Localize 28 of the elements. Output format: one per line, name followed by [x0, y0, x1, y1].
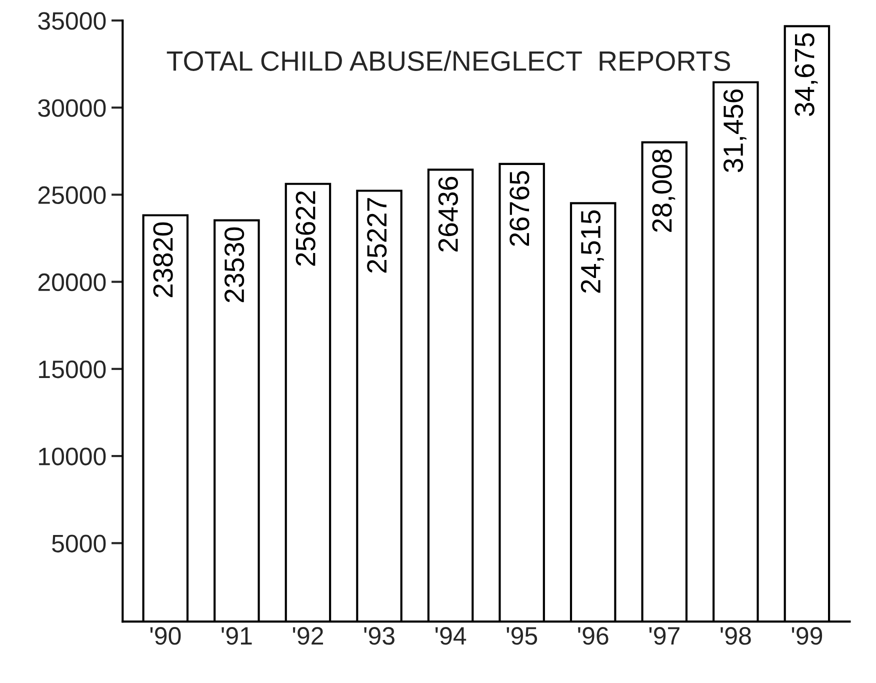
x-tick-label: '94 — [436, 627, 466, 645]
y-tick-label: 25000 — [38, 186, 106, 204]
text: TOTAL CHILD ABUSE/NEGLECT REPORTS — [166, 50, 730, 71]
x-tick-label: '92 — [292, 627, 324, 645]
data-label: 26436 — [438, 176, 458, 252]
x-tick-label: '90 — [150, 627, 181, 645]
x-tick-label: '96 — [578, 627, 608, 645]
data-label: 23530 — [224, 227, 244, 302]
x-tick-label: '99 — [792, 627, 822, 645]
x-tick-label: '93 — [364, 627, 394, 645]
y-tick-label: 5000 — [52, 534, 106, 552]
data-label: 25227 — [367, 198, 387, 273]
y-tick-label: 20000 — [38, 273, 106, 292]
x-tick-label: '98 — [720, 627, 751, 645]
x-tick-label: '91 — [222, 627, 252, 645]
x-tick-label: '97 — [649, 627, 680, 645]
data-label: 24,515 — [580, 210, 604, 293]
data-label: 26765 — [510, 171, 530, 246]
y-tick-label: 15000 — [39, 360, 106, 378]
y-tick-label: 35000 — [38, 12, 106, 30]
data-label: 34,675 — [794, 33, 818, 116]
y-tick-label: 10000 — [39, 448, 106, 466]
data-label: 28,008 — [652, 150, 676, 232]
data-label: 25622 — [296, 191, 316, 266]
data-label: 23820 — [153, 222, 173, 298]
y-tick-label: 30000 — [38, 99, 106, 117]
data-label: 31,456 — [723, 89, 746, 172]
x-tick-label: '95 — [506, 627, 538, 645]
